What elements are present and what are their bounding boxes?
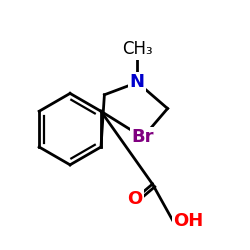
- Text: OH: OH: [173, 212, 203, 230]
- Text: CH₃: CH₃: [122, 40, 153, 58]
- Text: Br: Br: [132, 128, 154, 146]
- Text: O: O: [127, 190, 142, 208]
- Text: N: N: [130, 74, 145, 92]
